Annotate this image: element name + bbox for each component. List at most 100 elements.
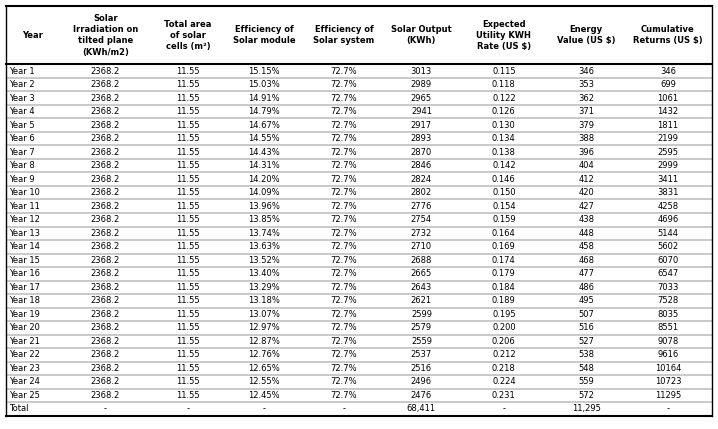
Text: 14.67%: 14.67%	[248, 121, 280, 130]
Text: 412: 412	[579, 175, 594, 184]
Text: -: -	[187, 405, 190, 414]
Text: 9616: 9616	[657, 350, 679, 360]
Text: Year 9: Year 9	[9, 175, 34, 184]
Text: 0.206: 0.206	[492, 337, 516, 346]
Text: 1432: 1432	[658, 107, 679, 116]
Text: 559: 559	[579, 378, 594, 387]
Text: 4258: 4258	[658, 202, 679, 211]
Text: 2368.2: 2368.2	[90, 310, 120, 319]
Text: 2870: 2870	[411, 148, 432, 157]
Text: 14.20%: 14.20%	[248, 175, 280, 184]
Text: Year 10: Year 10	[9, 188, 39, 197]
Text: 12.45%: 12.45%	[248, 391, 280, 400]
Text: 11.55: 11.55	[176, 148, 200, 157]
Text: 72.7%: 72.7%	[331, 202, 358, 211]
Text: 11.55: 11.55	[176, 283, 200, 292]
Text: 11.55: 11.55	[176, 66, 200, 76]
Text: 2476: 2476	[411, 391, 432, 400]
Text: 11.55: 11.55	[176, 229, 200, 238]
Text: 14.43%: 14.43%	[248, 148, 280, 157]
Text: 0.138: 0.138	[492, 148, 516, 157]
Text: 13.18%: 13.18%	[248, 296, 280, 305]
Text: 2595: 2595	[658, 148, 679, 157]
Text: Year 19: Year 19	[9, 310, 39, 319]
Text: 3411: 3411	[658, 175, 679, 184]
Text: 15.03%: 15.03%	[248, 80, 280, 89]
Text: 438: 438	[578, 215, 595, 224]
Text: Year 8: Year 8	[9, 161, 34, 170]
Text: 8035: 8035	[657, 310, 679, 319]
Text: 72.7%: 72.7%	[331, 66, 358, 76]
Text: 2941: 2941	[411, 107, 432, 116]
Text: 2368.2: 2368.2	[90, 175, 120, 184]
Text: 427: 427	[578, 202, 595, 211]
Text: 11295: 11295	[655, 391, 681, 400]
Text: -: -	[503, 405, 505, 414]
Text: 2368.2: 2368.2	[90, 161, 120, 170]
Text: 2368.2: 2368.2	[90, 391, 120, 400]
Text: 2368.2: 2368.2	[90, 107, 120, 116]
Text: 13.52%: 13.52%	[248, 256, 280, 265]
Text: 2368.2: 2368.2	[90, 323, 120, 332]
Text: 72.7%: 72.7%	[331, 283, 358, 292]
Text: 13.29%: 13.29%	[248, 283, 280, 292]
Text: 2368.2: 2368.2	[90, 188, 120, 197]
Text: 11.55: 11.55	[176, 175, 200, 184]
Text: Year 15: Year 15	[9, 256, 39, 265]
Text: 1061: 1061	[658, 94, 679, 103]
Text: 12.87%: 12.87%	[248, 337, 280, 346]
Text: Energy
Value (US $): Energy Value (US $)	[557, 25, 615, 45]
Text: 5602: 5602	[658, 242, 679, 251]
Text: 2368.2: 2368.2	[90, 215, 120, 224]
Text: Year 7: Year 7	[9, 148, 34, 157]
Text: 11.55: 11.55	[176, 364, 200, 373]
Text: 13.85%: 13.85%	[248, 215, 280, 224]
Text: 10723: 10723	[655, 378, 681, 387]
Text: Year 6: Year 6	[9, 134, 34, 143]
Text: 2537: 2537	[411, 350, 432, 360]
Text: 72.7%: 72.7%	[331, 107, 358, 116]
Text: 2846: 2846	[411, 161, 432, 170]
Text: Year 25: Year 25	[9, 391, 39, 400]
Text: 0.150: 0.150	[492, 188, 516, 197]
Text: Year 12: Year 12	[9, 215, 39, 224]
Text: 2199: 2199	[658, 134, 679, 143]
Text: 0.122: 0.122	[492, 94, 516, 103]
Text: 0.134: 0.134	[492, 134, 516, 143]
Text: 371: 371	[578, 107, 595, 116]
Text: 72.7%: 72.7%	[331, 215, 358, 224]
Text: 72.7%: 72.7%	[331, 378, 358, 387]
Text: 516: 516	[578, 323, 595, 332]
Text: 2754: 2754	[411, 215, 432, 224]
Text: 12.65%: 12.65%	[248, 364, 280, 373]
Text: 420: 420	[579, 188, 594, 197]
Text: 72.7%: 72.7%	[331, 256, 358, 265]
Text: 548: 548	[578, 364, 595, 373]
Text: 72.7%: 72.7%	[331, 364, 358, 373]
Text: 0.179: 0.179	[492, 269, 516, 278]
Text: Cumulative
Returns (US $): Cumulative Returns (US $)	[633, 25, 703, 45]
Text: 6547: 6547	[657, 269, 679, 278]
Text: 396: 396	[578, 148, 595, 157]
Text: Efficiency of
Solar system: Efficiency of Solar system	[314, 25, 375, 45]
Text: 388: 388	[578, 134, 595, 143]
Text: 448: 448	[578, 229, 595, 238]
Text: 0.218: 0.218	[492, 364, 516, 373]
Text: 7528: 7528	[657, 296, 679, 305]
Text: 2999: 2999	[658, 161, 679, 170]
Text: 0.159: 0.159	[492, 215, 516, 224]
Text: 72.7%: 72.7%	[331, 121, 358, 130]
Text: 6070: 6070	[657, 256, 679, 265]
Text: 346: 346	[578, 66, 595, 76]
Text: Year 21: Year 21	[9, 337, 39, 346]
Text: 3831: 3831	[657, 188, 679, 197]
Text: 2732: 2732	[411, 229, 432, 238]
Text: 2824: 2824	[411, 175, 432, 184]
Text: 2965: 2965	[411, 94, 432, 103]
Text: 14.55%: 14.55%	[248, 134, 280, 143]
Text: 14.31%: 14.31%	[248, 161, 280, 170]
Text: 5144: 5144	[658, 229, 679, 238]
Text: 11.55: 11.55	[176, 391, 200, 400]
Text: 72.7%: 72.7%	[331, 161, 358, 170]
Text: 13.74%: 13.74%	[248, 229, 280, 238]
